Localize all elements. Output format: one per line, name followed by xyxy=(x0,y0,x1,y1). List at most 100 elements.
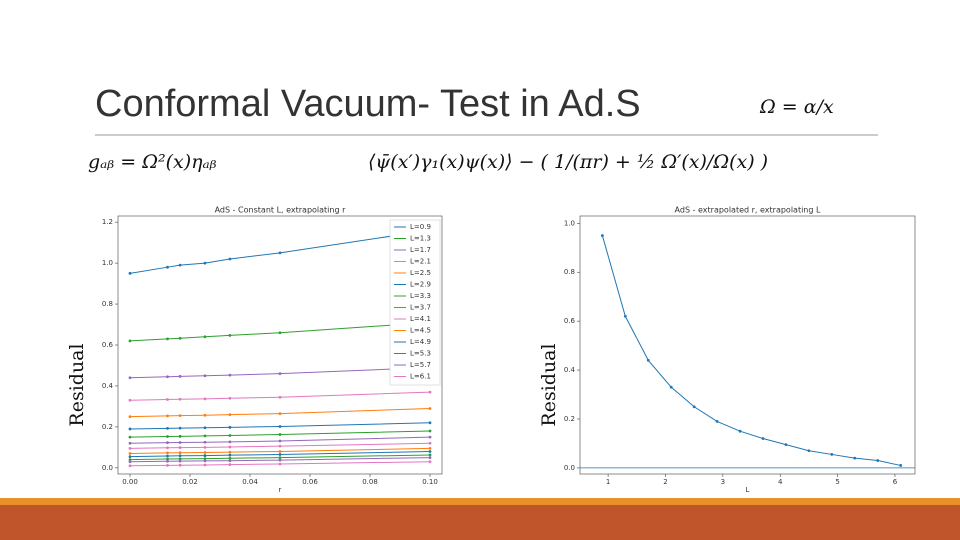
data-point xyxy=(278,395,282,399)
series-line xyxy=(601,235,901,466)
x-tick-label: 5 xyxy=(835,478,839,486)
x-tick-label: 3 xyxy=(721,478,725,486)
data-point xyxy=(278,444,282,448)
data-point xyxy=(128,455,132,458)
data-point xyxy=(830,453,834,456)
data-point xyxy=(203,374,207,378)
legend-label: L=3.3 xyxy=(410,292,431,300)
data-point xyxy=(428,441,432,445)
data-point xyxy=(203,397,207,401)
data-point xyxy=(128,398,132,402)
data-point xyxy=(428,390,432,394)
data-point xyxy=(428,460,432,464)
data-point xyxy=(228,463,232,466)
data-point xyxy=(784,443,788,447)
data-point xyxy=(128,376,132,380)
data-point xyxy=(278,251,282,255)
data-point xyxy=(876,459,880,462)
data-point xyxy=(428,456,432,460)
data-point xyxy=(128,271,132,275)
data-point xyxy=(600,234,604,237)
data-point xyxy=(278,433,282,436)
data-point xyxy=(166,441,169,445)
data-point xyxy=(278,453,282,456)
data-point xyxy=(278,412,282,415)
chart-title: AdS - Constant L, extrapolating r xyxy=(215,206,347,215)
legend-label: L=2.5 xyxy=(410,269,431,277)
data-point xyxy=(166,459,169,463)
legend-label: L=3.7 xyxy=(410,304,431,312)
data-point xyxy=(278,450,282,453)
x-tick-label: 1 xyxy=(606,478,610,486)
data-point xyxy=(178,446,182,449)
y-tick-label: 0.4 xyxy=(102,382,114,390)
data-point xyxy=(807,449,811,453)
data-point xyxy=(228,373,232,377)
plot-area xyxy=(579,215,916,475)
y-tick-label: 0.0 xyxy=(564,464,575,472)
data-point xyxy=(178,374,182,378)
data-point xyxy=(203,451,207,454)
data-point xyxy=(228,459,232,463)
data-point xyxy=(178,263,182,267)
data-point xyxy=(278,331,282,335)
data-point xyxy=(178,434,182,438)
x-tick-label: 6 xyxy=(893,478,898,486)
legend-label: L=1.3 xyxy=(410,235,431,243)
data-point xyxy=(128,427,132,431)
data-point xyxy=(203,335,207,339)
data-point xyxy=(178,459,182,463)
data-point xyxy=(128,441,132,445)
legend-label: L=2.1 xyxy=(410,258,431,266)
x-tick-label: 2 xyxy=(663,478,667,486)
data-point xyxy=(166,265,169,269)
data-point xyxy=(623,314,627,318)
data-point xyxy=(899,464,903,467)
data-point xyxy=(228,333,232,337)
data-point xyxy=(166,375,169,379)
data-point xyxy=(128,435,132,439)
y-axis-label: Residual xyxy=(538,343,560,426)
data-point xyxy=(428,435,432,439)
x-tick-label: 0.08 xyxy=(362,478,378,486)
x-tick-label: 0.06 xyxy=(302,478,318,486)
y-tick-label: 1.0 xyxy=(102,259,113,267)
data-point xyxy=(428,447,432,450)
legend-box xyxy=(389,219,441,386)
x-tick-label: 0.00 xyxy=(122,478,138,486)
data-point xyxy=(692,405,696,409)
data-point xyxy=(178,457,182,461)
data-point xyxy=(166,457,169,461)
y-tick-label: 0.6 xyxy=(564,317,576,325)
legend-label: L=4.1 xyxy=(410,315,431,323)
equation: Ω = α/x xyxy=(759,96,834,118)
data-point xyxy=(166,435,169,438)
plot-area xyxy=(117,215,443,475)
x-tick-label: 4 xyxy=(778,478,783,486)
data-point xyxy=(428,421,432,425)
data-point xyxy=(178,451,182,455)
x-axis-label: L xyxy=(746,486,750,494)
data-point xyxy=(203,434,207,438)
data-point xyxy=(278,372,282,376)
data-point xyxy=(278,458,282,462)
y-tick-label: 1.0 xyxy=(564,219,575,227)
x-tick-label: 0.02 xyxy=(182,478,198,486)
data-point xyxy=(228,445,232,449)
footer-band xyxy=(0,505,960,540)
y-tick-label: 0.6 xyxy=(102,341,114,349)
data-point xyxy=(128,415,132,419)
y-tick-label: 0.2 xyxy=(564,415,575,423)
data-point xyxy=(128,339,132,343)
data-point xyxy=(228,453,232,457)
data-point xyxy=(203,463,207,467)
data-point xyxy=(203,457,207,461)
data-point xyxy=(166,398,169,401)
data-point xyxy=(128,460,132,464)
data-point xyxy=(228,425,232,429)
data-point xyxy=(128,447,132,450)
legend-label: L=4.9 xyxy=(410,338,431,346)
data-point xyxy=(203,445,207,449)
